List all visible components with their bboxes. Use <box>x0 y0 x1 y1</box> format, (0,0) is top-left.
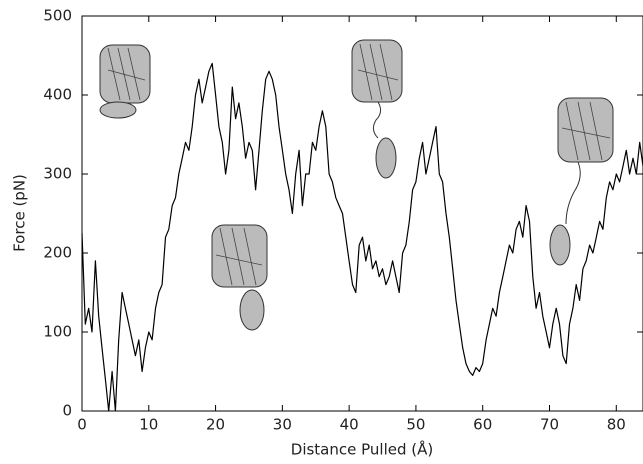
x-tick-label: 60 <box>473 416 492 434</box>
y-tick-label: 400 <box>43 86 72 104</box>
y-tick-label: 300 <box>43 165 72 183</box>
x-tick-label: 0 <box>77 416 87 434</box>
protein-3 <box>211 224 268 331</box>
x-tick-label: 20 <box>206 416 225 434</box>
y-axis-label: Force (pN) <box>11 174 29 252</box>
x-tick-label: 70 <box>540 416 559 434</box>
x-axis-label: Distance Pulled (Å) <box>291 440 433 459</box>
x-tick-label: 10 <box>139 416 158 434</box>
protein-1 <box>99 44 151 119</box>
plot-frame <box>81 15 643 412</box>
x-tick-label: 30 <box>273 416 292 434</box>
y-tick-label: 100 <box>43 323 72 341</box>
y-tick-label: 200 <box>43 244 72 262</box>
x-tick-label: 40 <box>340 416 359 434</box>
protein-illustrations <box>99 39 614 331</box>
force-line <box>81 62 643 412</box>
y-tick-label: 0 <box>62 402 72 420</box>
protein-4 <box>549 97 614 266</box>
protein-2 <box>351 39 403 179</box>
x-tick-label: 50 <box>406 416 425 434</box>
y-tick-label: 500 <box>43 7 72 25</box>
x-tick-label: 80 <box>607 416 626 434</box>
